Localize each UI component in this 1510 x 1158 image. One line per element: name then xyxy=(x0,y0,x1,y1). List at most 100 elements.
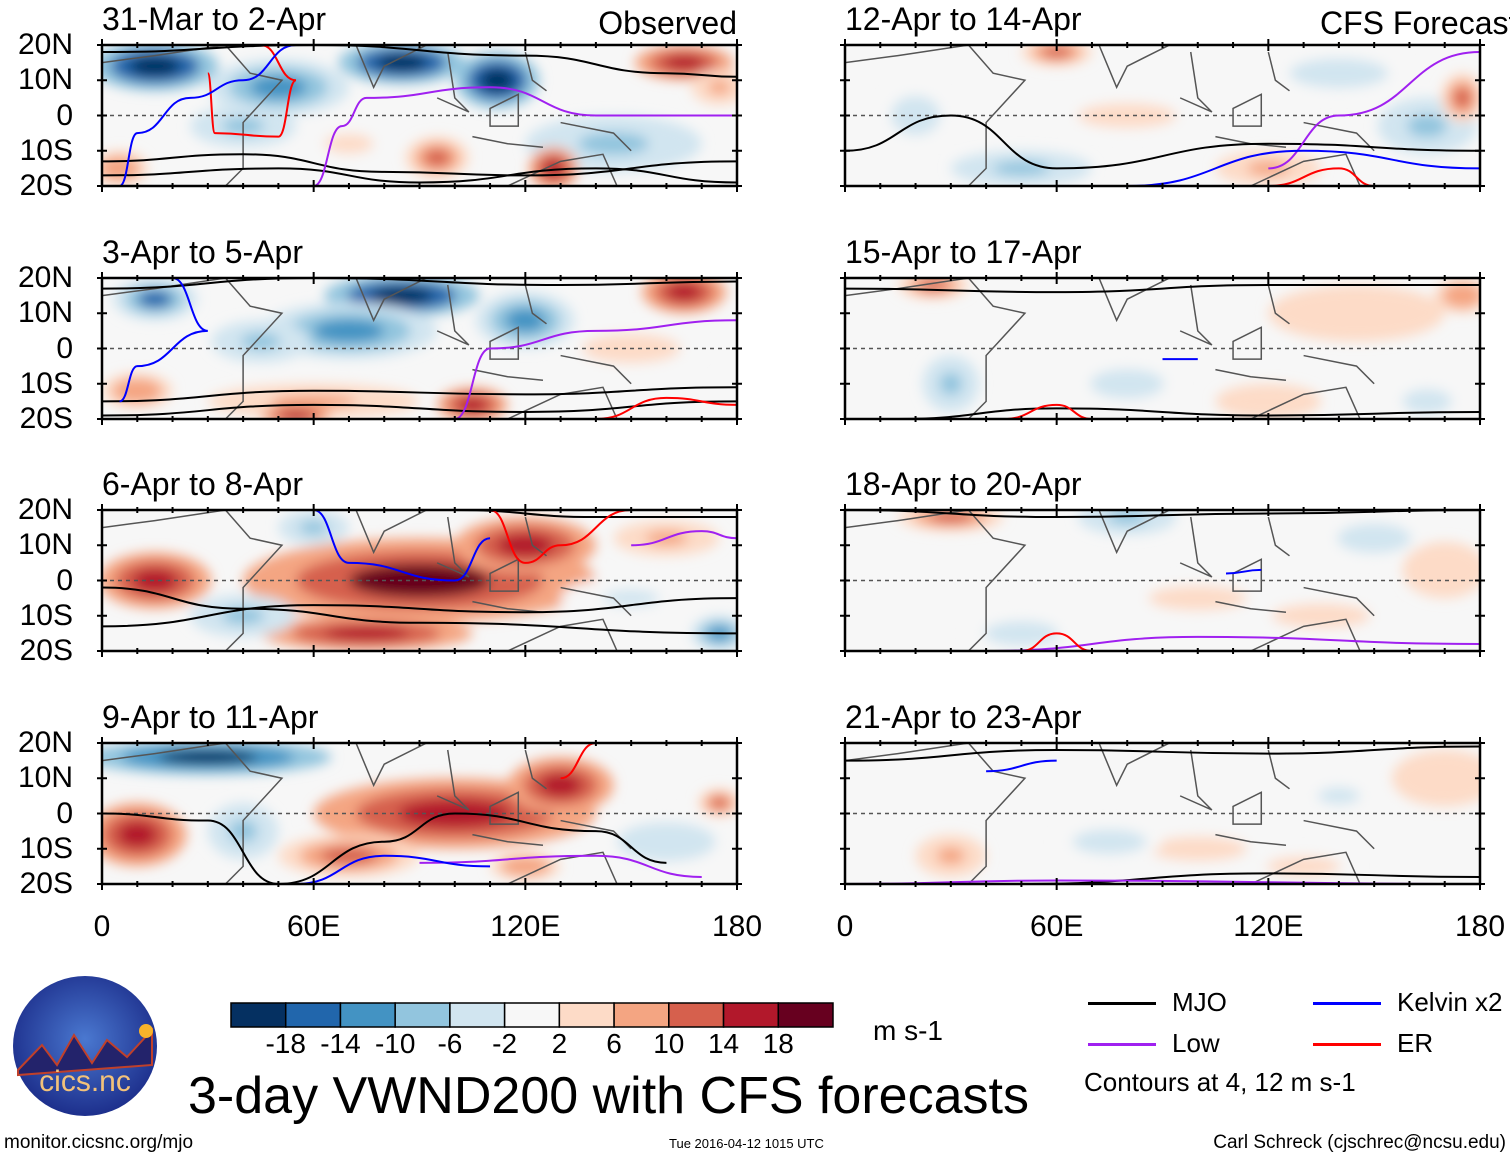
anomaly-blob xyxy=(376,54,428,72)
legend-line-mjo xyxy=(1088,1002,1156,1005)
colorbar-tick-label: 6 xyxy=(606,1028,622,1059)
anomaly-blob xyxy=(1169,591,1226,606)
anomaly-blob xyxy=(1042,46,1071,58)
contour-mjo xyxy=(102,586,737,635)
map-panel xyxy=(840,737,1485,890)
anomaly-blob xyxy=(543,159,564,177)
contour-kelvin xyxy=(1127,149,1480,186)
lon-tick-label: 60E xyxy=(286,910,341,943)
contour-low xyxy=(631,530,737,547)
contour-kelvin xyxy=(119,45,297,186)
anomaly-blob xyxy=(1169,841,1226,856)
anomaly-blob xyxy=(281,411,311,419)
anomaly-blob xyxy=(1412,394,1442,409)
anomaly-blob xyxy=(480,68,515,92)
colorbar-tick-label: -10 xyxy=(374,1028,416,1059)
colorbar-tick-label: -6 xyxy=(437,1028,463,1059)
lat-tick-label: 20N xyxy=(17,261,73,294)
colorbar-box xyxy=(777,1002,834,1028)
panel-title: 31-Mar to 2-Apr xyxy=(102,1,327,37)
footer-url[interactable]: monitor.cicsnc.org/mjo xyxy=(4,1132,194,1153)
colorbar-box xyxy=(613,1002,670,1028)
legend-line-kelvin xyxy=(1313,1002,1381,1005)
lat-tick-label: 10N xyxy=(17,528,73,562)
anomaly-blob xyxy=(505,309,546,332)
contour-kelvin xyxy=(296,854,491,884)
lon-tick-label: 120E xyxy=(1233,910,1304,943)
contour-kelvin xyxy=(119,278,209,403)
contour-low xyxy=(313,86,737,186)
contour-er xyxy=(1268,167,1375,186)
units-label: m s-1 xyxy=(873,1015,943,1046)
anomaly-blob xyxy=(1088,834,1131,849)
contour-er xyxy=(206,45,297,138)
lat-tick-label: 10S xyxy=(19,598,73,632)
colorbar-box xyxy=(722,1002,780,1028)
contour-mjo xyxy=(102,400,737,417)
panel-title: 6-Apr to 8-Apr xyxy=(102,466,303,502)
lat-tick-label: 20S xyxy=(19,867,73,900)
anomaly-blob xyxy=(1427,558,1462,582)
legend-label: MJO xyxy=(1172,987,1227,1017)
lat-tick-label: 10N xyxy=(17,296,73,330)
lon-tick-label: 60E xyxy=(1029,910,1084,943)
legend-label: ER xyxy=(1397,1028,1434,1058)
anomaly-blob xyxy=(137,290,172,308)
contour-mjo xyxy=(102,812,279,884)
lat-tick-label: 20S xyxy=(19,169,73,202)
panel-title: 18-Apr to 20-Apr xyxy=(845,466,1082,502)
colorbar-box xyxy=(558,1002,615,1028)
colorbar-box xyxy=(284,1002,342,1028)
anomaly-blob xyxy=(348,563,491,598)
colorbar-box xyxy=(503,1002,561,1028)
contour-mjo xyxy=(102,386,737,403)
legend-label: Low xyxy=(1172,1028,1220,1058)
colorbar-tick-label: 2 xyxy=(551,1028,568,1059)
lat-tick-label: 10S xyxy=(19,831,73,865)
colorbar-tick-label: -18 xyxy=(265,1028,306,1059)
legend-label: Kelvin x2 xyxy=(1397,987,1503,1017)
map-panel xyxy=(97,737,742,890)
anomaly-blob xyxy=(939,372,963,396)
contour-kelvin xyxy=(986,759,1057,773)
lat-tick-label: 20S xyxy=(19,634,73,667)
legend-line-er xyxy=(1313,1043,1381,1046)
cics-logo: cics.nc xyxy=(12,975,158,1117)
colorbar-box xyxy=(230,1002,287,1028)
panel-title: 12-Apr to 14-Apr xyxy=(845,1,1082,37)
contour-mjo xyxy=(102,278,737,290)
colorbar-tick-label: 18 xyxy=(762,1028,794,1059)
panel-title: 21-Apr to 23-Apr xyxy=(845,699,1082,735)
lat-tick-label: 10S xyxy=(19,133,73,167)
anomaly-blob xyxy=(1293,608,1350,623)
anomaly-blob xyxy=(708,80,731,95)
lon-tick-label: 0 xyxy=(836,910,854,943)
lon-tick-label: 180 xyxy=(1454,910,1506,943)
lat-tick-label: 10N xyxy=(17,63,73,97)
contour-mjo xyxy=(102,167,737,184)
contour-mjo xyxy=(278,812,667,884)
panel-title: 3-Apr to 5-Apr xyxy=(102,234,303,270)
contour-mjo xyxy=(1021,872,1480,884)
map-panel xyxy=(97,39,742,192)
colorbar-tick-label: -14 xyxy=(320,1028,361,1059)
legend-line-low xyxy=(1088,1043,1156,1046)
anomaly-blob xyxy=(664,55,704,70)
lat-tick-label: 0 xyxy=(56,331,73,365)
contour-low xyxy=(454,319,737,419)
contour-mjo xyxy=(102,45,737,78)
map-panel xyxy=(840,504,1485,657)
contour-mjo xyxy=(102,597,737,628)
lon-tick-label: 120E xyxy=(490,910,561,943)
anomaly-blob xyxy=(129,56,181,77)
anomaly-blob xyxy=(539,774,582,797)
contour-note: Contours at 4, 12 m s-1 xyxy=(1084,1067,1356,1097)
map-panel xyxy=(97,272,742,425)
panel-title: 9-Apr to 11-Apr xyxy=(102,699,319,735)
lon-tick-label: 180 xyxy=(711,910,763,943)
lon-tick-label: 0 xyxy=(93,910,111,943)
contour-er xyxy=(1021,632,1093,651)
contour-er xyxy=(489,510,632,564)
map-panel xyxy=(97,504,742,657)
contour-low xyxy=(986,635,1480,651)
